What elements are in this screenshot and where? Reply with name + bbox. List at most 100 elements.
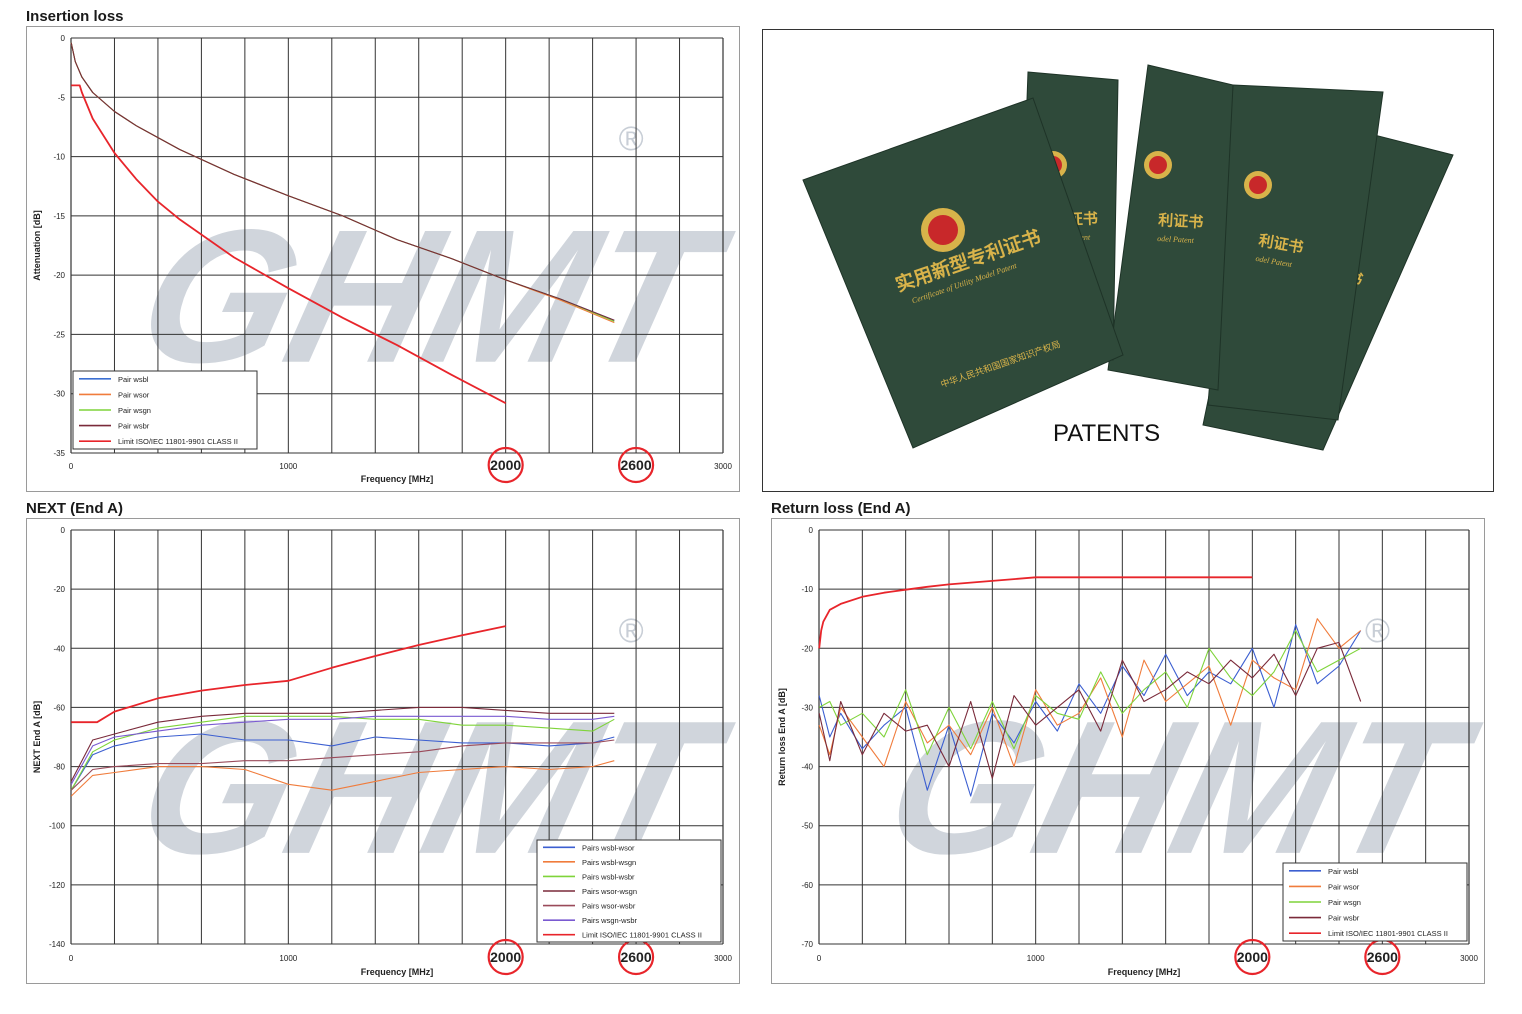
x-tick-label: 0 xyxy=(69,954,74,963)
legend-label: Pair wsbl xyxy=(118,375,149,384)
legend-label: Pairs wsor-wsgn xyxy=(582,887,637,896)
emblem-center xyxy=(1249,176,1267,194)
legend-label: Pair wsbr xyxy=(1328,914,1360,923)
x-tick-label: 1000 xyxy=(279,954,297,963)
y-tick-label: 0 xyxy=(61,34,66,43)
y-tick-label: -20 xyxy=(53,271,65,280)
y-axis-label: Attenuation [dB] xyxy=(32,210,42,280)
x-tick-label: 3000 xyxy=(1460,954,1478,963)
legend-label: Pair wsbr xyxy=(118,422,150,431)
x-axis-label: Frequency [MHz] xyxy=(361,474,434,484)
y-tick-label: 0 xyxy=(61,526,66,535)
highlight-circle xyxy=(487,938,524,976)
ghmt-watermark: GHMT xyxy=(868,681,1494,894)
highlight-circle xyxy=(617,446,655,484)
y-tick-label: -60 xyxy=(801,881,813,890)
series-line xyxy=(70,733,615,791)
y-tick-label: -50 xyxy=(801,822,813,831)
emblem-center xyxy=(928,215,958,245)
legend-label: Limit ISO/IEC 11801-9901 CLASS II xyxy=(1328,929,1448,938)
patents-caption: PATENTS xyxy=(1053,420,1161,447)
y-tick-label: -60 xyxy=(53,703,65,712)
series-line xyxy=(818,576,1253,649)
y-tick-label: -40 xyxy=(801,763,813,772)
circled-tick-label: 2600 xyxy=(620,949,651,965)
x-tick-label: 0 xyxy=(69,462,74,471)
legend-label: Pairs wsor-wsbr xyxy=(582,902,636,911)
y-tick-label: -5 xyxy=(58,93,66,102)
y-tick-label: -25 xyxy=(53,330,65,339)
ghmt-watermark: GHMT xyxy=(121,189,747,402)
series-line xyxy=(70,706,615,782)
certificate-cover xyxy=(1107,64,1234,391)
legend-label: Pairs wsgn-wsbr xyxy=(582,916,638,925)
legend-label: Pair wsor xyxy=(118,390,150,399)
certificate-title: 利证书 xyxy=(1158,211,1204,231)
x-axis-label: Frequency [MHz] xyxy=(361,967,434,977)
registered-mark: ® xyxy=(619,120,644,158)
y-axis-label: Return loss End A [dB] xyxy=(777,688,787,786)
emblem-center xyxy=(1149,156,1167,174)
x-tick-label: 3000 xyxy=(714,462,732,471)
y-tick-label: -35 xyxy=(53,449,65,458)
legend-label: Limit ISO/IEC 11801-9901 CLASS II xyxy=(118,437,238,446)
y-tick-label: -10 xyxy=(801,585,813,594)
legend-label: Pair wsor xyxy=(1328,882,1360,891)
circled-tick-label: 2600 xyxy=(1367,949,1398,965)
series-line xyxy=(70,760,615,797)
next-title: NEXT (End A) xyxy=(26,500,123,517)
series-line xyxy=(70,715,615,785)
y-tick-label: -70 xyxy=(801,940,813,949)
legend-label: Pair wsgn xyxy=(1328,898,1361,907)
y-tick-label: -120 xyxy=(49,881,66,890)
y-tick-label: -20 xyxy=(53,585,65,594)
series-line xyxy=(818,618,1362,768)
series-line xyxy=(818,641,1362,779)
y-tick-label: -100 xyxy=(49,822,66,831)
series-line xyxy=(818,629,1361,756)
legend-label: Limit ISO/IEC 11801-9901 CLASS II xyxy=(582,931,702,940)
x-tick-label: 3000 xyxy=(714,954,732,963)
series-line xyxy=(70,42,615,321)
circled-tick-label: 2600 xyxy=(620,457,651,473)
highlight-circle xyxy=(487,446,524,484)
circled-tick-label: 2000 xyxy=(490,457,521,473)
y-tick-label: -15 xyxy=(53,212,65,221)
certificate-subtitle: odel Patent xyxy=(1157,234,1195,245)
y-tick-label: 0 xyxy=(809,526,814,535)
y-tick-label: -20 xyxy=(801,644,813,653)
x-tick-label: 0 xyxy=(817,954,822,963)
y-tick-label: -10 xyxy=(53,153,65,162)
return-loss-title: Return loss (End A) xyxy=(771,500,911,517)
insertion-loss-title: Insertion loss xyxy=(26,8,124,25)
y-tick-label: -140 xyxy=(49,940,66,949)
series-line xyxy=(71,84,507,404)
x-axis-label: Frequency [MHz] xyxy=(1108,967,1181,977)
return-chart: GHMT ® 0 -10 -20 -30 -40 -50 -60 -70 0 1000 3000 2000… xyxy=(777,526,1495,977)
certificate-cover xyxy=(802,97,1124,449)
x-tick-label: 1000 xyxy=(279,462,297,471)
patent-certificate: 利证书 odel Patent xyxy=(1107,64,1234,391)
circled-tick-label: 2000 xyxy=(1237,949,1268,965)
legend-label: Pairs wsbl-wsgn xyxy=(582,858,636,867)
x-tick-label: 1000 xyxy=(1027,954,1045,963)
y-axis-label: NEXT End A [dB] xyxy=(32,701,42,773)
y-tick-label: -30 xyxy=(53,390,65,399)
legend-label: Pairs wsbl-wsbr xyxy=(582,872,635,881)
circled-tick-label: 2000 xyxy=(490,949,521,965)
legend-label: Pair wsbl xyxy=(1328,867,1359,876)
series-line xyxy=(71,625,506,724)
legend-label: Pairs wsbl-wsor xyxy=(582,843,635,852)
registered-mark: ® xyxy=(1365,612,1390,650)
y-tick-label: -40 xyxy=(53,644,65,653)
registered-mark: ® xyxy=(619,612,644,650)
y-tick-label: -80 xyxy=(53,763,65,772)
highlight-circle xyxy=(1234,938,1271,976)
insertion-chart: GHMT ® 0 -5 -10 -15 -20 -25 -30 -35 0 1000 3000 2000 2… xyxy=(32,34,747,484)
